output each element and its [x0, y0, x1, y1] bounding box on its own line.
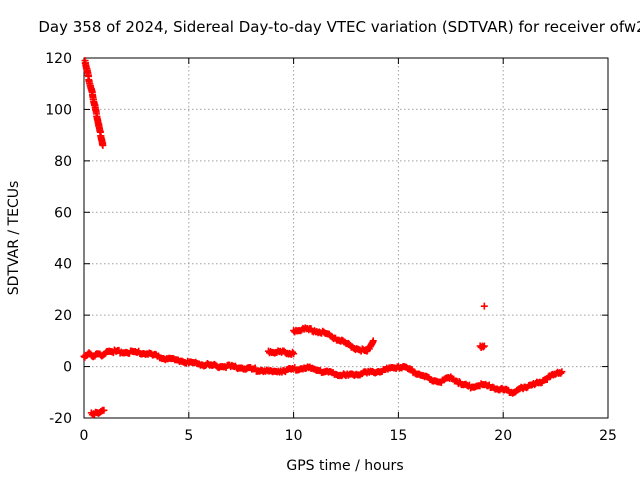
- axis-ticks: [83, 57, 609, 419]
- x-tick-label: 0: [80, 428, 89, 444]
- x-axis-label: GPS time / hours: [286, 458, 403, 474]
- y-tick-label: 60: [54, 205, 72, 221]
- series-negative-cluster: [87, 406, 108, 419]
- trace-marker: [369, 338, 377, 346]
- trace-marker: [528, 381, 536, 389]
- series-isolated-19h: [476, 302, 488, 351]
- trace-marker: [162, 356, 170, 364]
- y-tick-label: 80: [54, 154, 72, 170]
- data-points: [80, 57, 566, 419]
- grid-lines: [84, 58, 608, 418]
- y-tick-label: -20: [49, 411, 72, 427]
- trace-marker: [403, 363, 411, 371]
- x-tick-label: 20: [494, 428, 512, 444]
- trace-marker: [557, 369, 565, 377]
- chart-title: Day 358 of 2024, Sidereal Day-to-day VTE…: [38, 18, 640, 36]
- series-steep-decline: [81, 57, 107, 149]
- series-upper-segment-10-14h: [290, 324, 377, 355]
- x-tick-label: 25: [599, 428, 617, 444]
- y-tick-label: 100: [45, 102, 72, 118]
- series-upper-segment-9-10h: [264, 347, 298, 358]
- y-tick-label: 120: [45, 51, 72, 67]
- plot-frame: [83, 57, 609, 419]
- trace-marker: [99, 139, 107, 147]
- y-tick-label: 40: [54, 257, 72, 273]
- trace-marker: [289, 348, 297, 356]
- y-tick-label: 20: [54, 308, 72, 324]
- data-point: [480, 302, 488, 310]
- trace-marker: [479, 343, 487, 351]
- y-tick-labels: -20 0 20 40 60 80 100 120: [45, 51, 72, 427]
- x-tick-labels: 0 5 10 15 20 25: [80, 428, 617, 444]
- x-tick-label: 10: [285, 428, 303, 444]
- trace-marker: [203, 360, 211, 368]
- trace-marker: [99, 406, 107, 414]
- y-tick-label: 0: [63, 360, 72, 376]
- series-main-trace: [80, 346, 566, 397]
- x-tick-label: 5: [184, 428, 193, 444]
- y-axis-label: SDTVAR / TECUs: [6, 181, 22, 296]
- x-tick-label: 15: [389, 428, 407, 444]
- trace-marker: [478, 342, 486, 350]
